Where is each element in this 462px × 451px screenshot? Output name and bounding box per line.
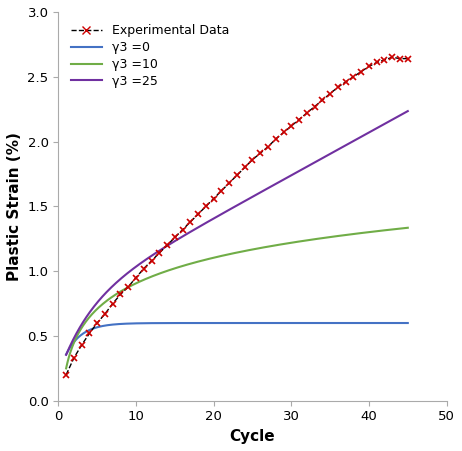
X-axis label: Cycle: Cycle (230, 429, 275, 444)
Legend: Experimental Data, γ3 =0, γ3 =10, γ3 =25: Experimental Data, γ3 =0, γ3 =10, γ3 =25 (65, 18, 236, 94)
Y-axis label: Plastic Strain (%): Plastic Strain (%) (7, 132, 22, 281)
